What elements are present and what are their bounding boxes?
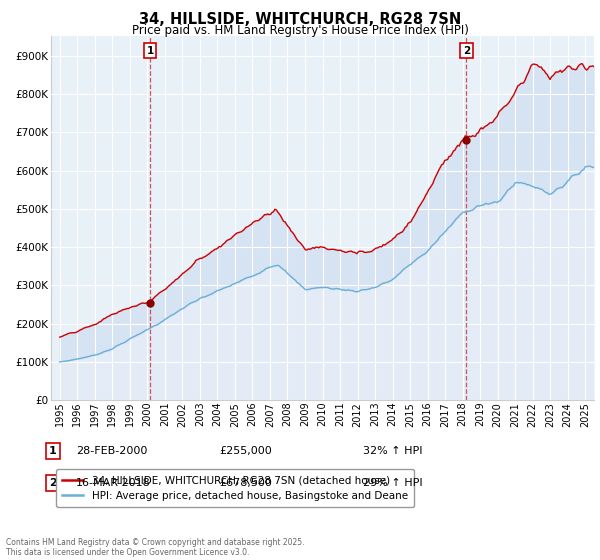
Text: 2: 2 bbox=[49, 478, 56, 488]
Text: 28-FEB-2000: 28-FEB-2000 bbox=[76, 446, 148, 456]
Text: 29% ↑ HPI: 29% ↑ HPI bbox=[363, 478, 422, 488]
Text: £678,500: £678,500 bbox=[219, 478, 272, 488]
Text: 1: 1 bbox=[49, 446, 56, 456]
Text: 2: 2 bbox=[463, 45, 470, 55]
Text: Contains HM Land Registry data © Crown copyright and database right 2025.
This d: Contains HM Land Registry data © Crown c… bbox=[6, 538, 305, 557]
Text: Price paid vs. HM Land Registry's House Price Index (HPI): Price paid vs. HM Land Registry's House … bbox=[131, 24, 469, 36]
Text: 1: 1 bbox=[146, 45, 154, 55]
Text: £255,000: £255,000 bbox=[219, 446, 272, 456]
Text: 32% ↑ HPI: 32% ↑ HPI bbox=[363, 446, 422, 456]
Text: 16-MAR-2018: 16-MAR-2018 bbox=[76, 478, 151, 488]
Text: 34, HILLSIDE, WHITCHURCH, RG28 7SN: 34, HILLSIDE, WHITCHURCH, RG28 7SN bbox=[139, 12, 461, 27]
Legend: 34, HILLSIDE, WHITCHURCH, RG28 7SN (detached house), HPI: Average price, detache: 34, HILLSIDE, WHITCHURCH, RG28 7SN (deta… bbox=[56, 469, 414, 507]
